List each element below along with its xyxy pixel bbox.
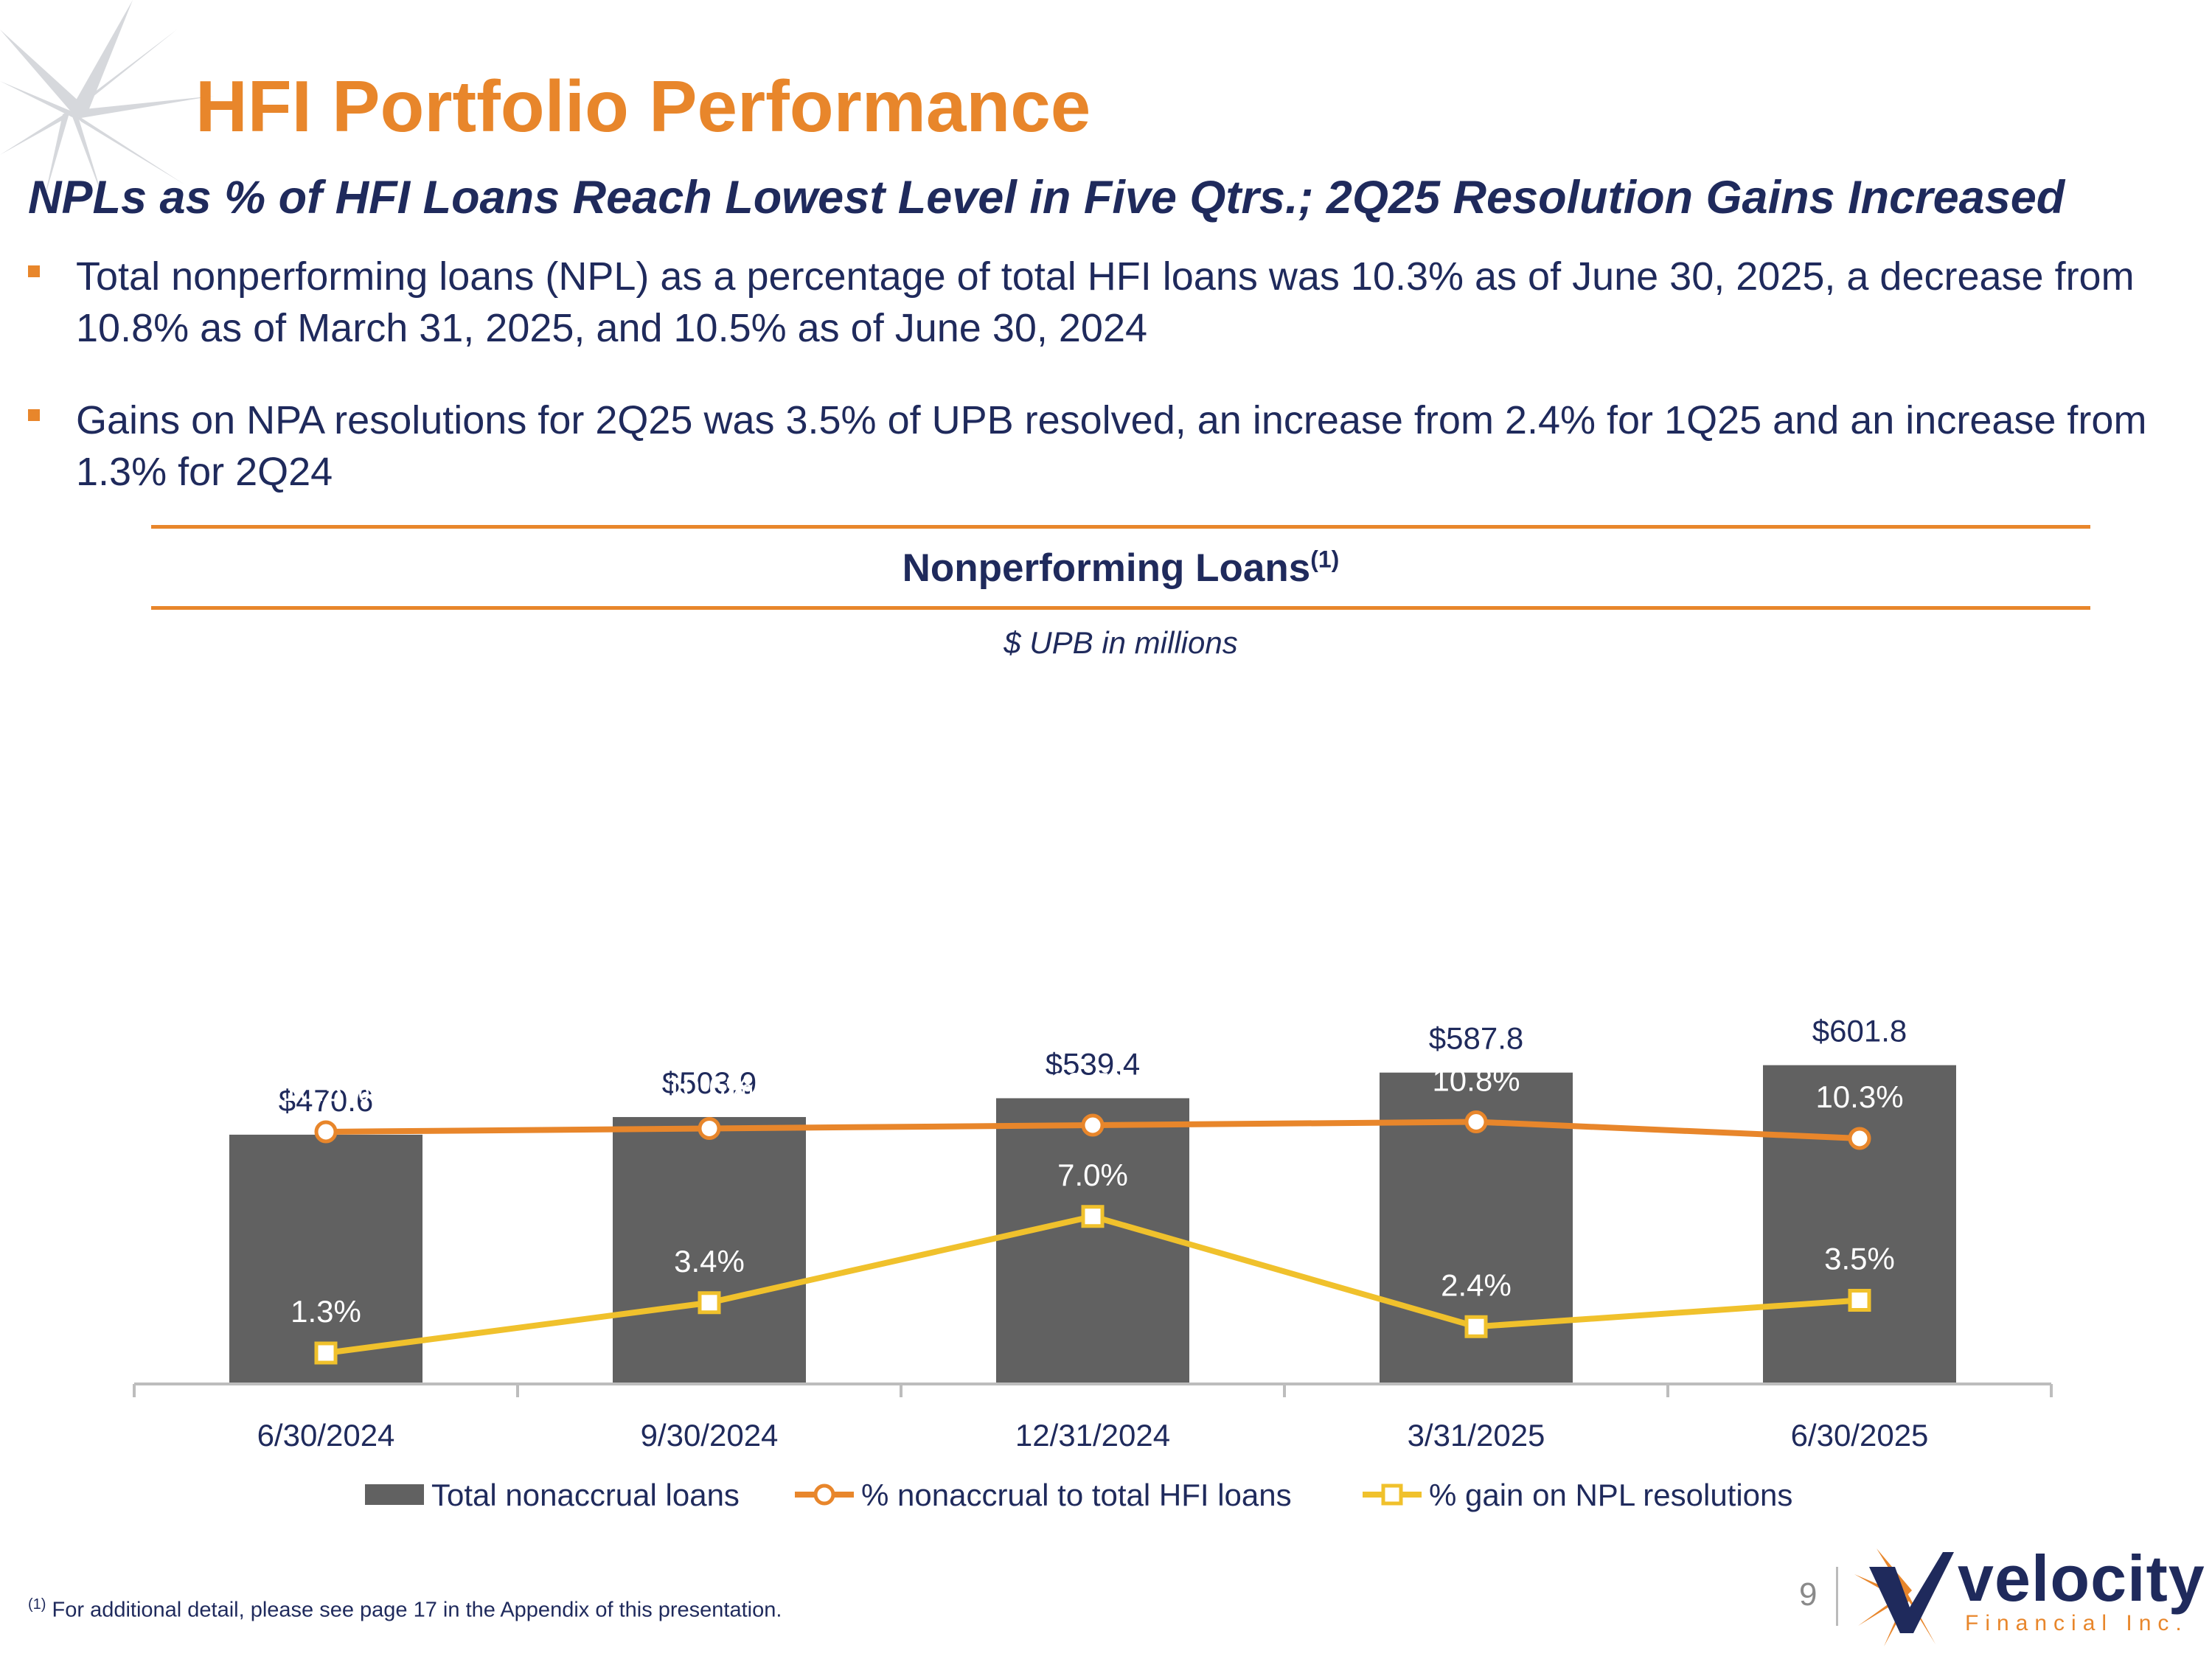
gain-pct-point	[314, 1341, 338, 1365]
chart-heading-footnote-marker: (1)	[1310, 546, 1340, 573]
chart-heading-text: Nonperforming Loans	[902, 546, 1311, 590]
bullet-square-icon	[28, 265, 40, 277]
page-number: 9	[1799, 1576, 1818, 1613]
x-axis-tick-label: 6/30/2024	[257, 1418, 395, 1453]
bar-value-label: $503.9	[662, 1065, 757, 1100]
x-axis-tick-label: 12/31/2024	[1015, 1418, 1170, 1453]
gain-pct-point	[1848, 1289, 1871, 1312]
nonaccrual-pct-data-label: 10.8%	[1432, 1063, 1520, 1098]
nonaccrual-pct-data-label: 10.7%	[1048, 1066, 1136, 1101]
chart-unit-label: $ UPB in millions	[1004, 625, 1238, 660]
gain-pct-point	[1081, 1205, 1105, 1228]
bullet-square-icon	[28, 409, 40, 421]
bar-total-nonaccrual-loans	[1763, 1065, 1956, 1384]
footnote-text: For additional detail, please see page 1…	[46, 1598, 782, 1622]
bullet-item: Gains on NPA resolutions for 2Q25 was 3.…	[28, 394, 2152, 505]
x-axis-tick-label: 3/31/2025	[1408, 1418, 1545, 1453]
nonaccrual-pct-point	[1464, 1110, 1488, 1133]
legend-swatch-bar	[365, 1484, 424, 1505]
gain-pct-data-label: 1.3%	[291, 1294, 361, 1329]
legend-label: % nonaccrual to total HFI loans	[861, 1478, 1292, 1512]
nonaccrual-pct-point	[1848, 1127, 1871, 1150]
gain-pct-data-label: 7.0%	[1057, 1158, 1128, 1192]
page-subtitle: NPLs as % of HFI Loans Reach Lowest Leve…	[28, 172, 2065, 223]
logo-tagline: Financial Inc.	[1965, 1611, 2188, 1635]
nonaccrual-pct-data-label: 10.5%	[282, 1073, 369, 1107]
bullet-text: Gains on NPA resolutions for 2Q25 was 3.…	[76, 398, 2147, 494]
legend-swatch-marker	[813, 1484, 835, 1506]
bar-value-label: $587.8	[1429, 1021, 1523, 1056]
chart-heading: Nonperforming Loans(1)	[151, 546, 2090, 591]
x-axis-tick-label: 9/30/2024	[641, 1418, 779, 1453]
legend-swatch-marker	[1381, 1484, 1403, 1506]
velocity-logo-icon	[1854, 1548, 1954, 1646]
gain-pct-point	[698, 1291, 721, 1315]
bar-total-nonaccrual-loans	[996, 1098, 1189, 1384]
page-title: HFI Portfolio Performance	[195, 66, 1091, 147]
logo-wordmark: velocity	[1958, 1542, 2205, 1615]
bar-value-label: $601.8	[1812, 1014, 1907, 1048]
x-axis-tick-label: 6/30/2025	[1791, 1418, 1929, 1453]
footnote: (1) For additional detail, please see pa…	[28, 1596, 782, 1623]
gain-pct-point	[1464, 1315, 1488, 1338]
nonaccrual-pct-point	[698, 1117, 721, 1140]
decorative-star-graphic	[0, 0, 214, 199]
bullet-item: Total nonperforming loans (NPL) as a per…	[28, 251, 2152, 361]
nonaccrual-pct-data-label: 10.6%	[665, 1070, 753, 1105]
bar-value-label: $470.6	[279, 1083, 373, 1118]
chart-heading-top-rule	[151, 525, 2090, 529]
bar-total-nonaccrual-loans	[613, 1116, 806, 1384]
gain-pct-data-label: 2.4%	[1441, 1267, 1512, 1302]
footnote-marker: (1)	[28, 1596, 46, 1613]
legend-label: Total nonaccrual loans	[431, 1478, 740, 1512]
bar-value-label: $539.4	[1046, 1046, 1140, 1081]
nonaccrual-pct-point	[314, 1120, 338, 1144]
gain-pct-data-label: 3.4%	[674, 1244, 745, 1279]
bullet-text: Total nonperforming loans (NPL) as a per…	[76, 254, 2135, 350]
chart-heading-bottom-rule	[151, 606, 2090, 610]
gain-pct-data-label: 3.5%	[1824, 1242, 1895, 1276]
legend-label: % gain on NPL resolutions	[1429, 1478, 1792, 1512]
nonaccrual-pct-data-label: 10.3%	[1815, 1079, 1903, 1114]
nonaccrual-pct-point	[1081, 1113, 1105, 1137]
page-number-divider	[1836, 1567, 1838, 1626]
